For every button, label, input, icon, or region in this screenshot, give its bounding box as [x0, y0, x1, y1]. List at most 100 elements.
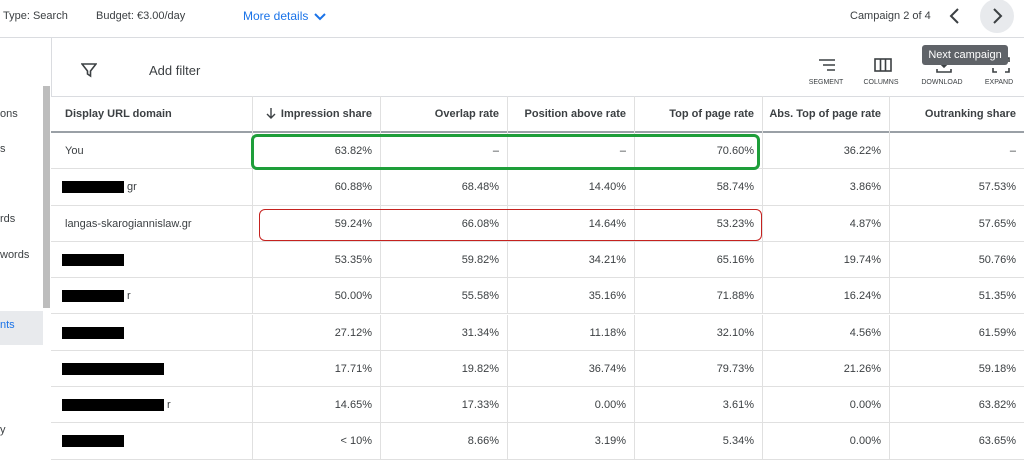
metric-cell: 60.88% — [252, 169, 380, 206]
next-campaign[interactable] — [979, 0, 1015, 34]
toolbar-button[interactable]: SEGMENT — [808, 79, 844, 86]
tooltip: Next campaign — [922, 45, 1008, 65]
metric-cell: – — [889, 133, 1024, 170]
metric-cell: 50.76% — [889, 241, 1024, 279]
table-row — [51, 169, 1024, 206]
column-header[interactable]: Display URL domain — [65, 108, 172, 120]
sidebar-active — [0, 311, 43, 345]
sidebar-item[interactable]: nts — [0, 319, 15, 331]
column-header[interactable]: Top of page rate — [634, 96, 762, 133]
metric-cell: 0.00% — [762, 423, 889, 460]
metric-cell: 0.00% — [507, 387, 634, 424]
metric-cell: 14.65% — [252, 387, 380, 424]
metric-cell: 61.59% — [889, 314, 1024, 351]
metric-cell: 11.18% — [507, 314, 634, 351]
metric-cell: – — [380, 133, 507, 170]
metric-cell: 19.74% — [762, 241, 889, 279]
domain-cell: r — [127, 290, 131, 303]
redaction — [62, 399, 164, 412]
toolbar-button[interactable]: COLUMNS — [863, 79, 899, 86]
column-header[interactable]: Overlap rate — [380, 96, 507, 133]
metric-cell: 71.88% — [634, 278, 762, 315]
table-row — [51, 278, 1024, 315]
metric-cell: 58.74% — [634, 169, 762, 206]
column-header[interactable]: Impression share — [252, 96, 380, 133]
metric-cell: 34.21% — [507, 241, 634, 279]
metric-cell: 3.19% — [507, 423, 634, 460]
metric-cell: 57.65% — [889, 205, 1024, 242]
table-header — [51, 96, 1024, 133]
metric-cell: 66.08% — [380, 205, 507, 242]
more-details[interactable]: More details — [243, 9, 309, 23]
domain-cell: You — [65, 145, 84, 157]
sidebar-item[interactable]: ons — [0, 108, 18, 120]
table-row — [51, 242, 1024, 279]
metric-cell: 79.73% — [634, 350, 762, 388]
budget: Budget: €3.00/day — [96, 10, 186, 22]
metric-cell: 50.00% — [252, 278, 380, 315]
sidebar-item[interactable]: y — [0, 424, 6, 436]
metric-cell: 59.82% — [380, 241, 507, 279]
redaction — [62, 253, 124, 266]
metric-cell: 14.64% — [507, 205, 634, 242]
metric-cell: 27.12% — [252, 314, 380, 351]
metric-cell: – — [507, 133, 634, 170]
metric-cell: 3.61% — [634, 387, 762, 424]
metric-cell: 17.33% — [380, 387, 507, 424]
domain-cell: langas-skarogiannislaw.gr — [65, 217, 192, 230]
domain-cell: gr — [127, 181, 137, 194]
prev-campaign[interactable] — [945, 6, 965, 26]
table-row — [51, 351, 1024, 388]
metric-cell: 53.23% — [634, 205, 762, 242]
redaction — [62, 326, 124, 339]
metric-cell: 51.35% — [889, 278, 1024, 315]
metric-cell: 5.34% — [634, 423, 762, 460]
metric-cell: 32.10% — [634, 314, 762, 351]
add-filter[interactable]: Add filter — [149, 63, 201, 78]
metric-cell: 4.56% — [762, 314, 889, 351]
metric-cell: 17.71% — [252, 350, 380, 388]
segment-icon[interactable] — [818, 57, 836, 73]
metric-cell: 65.16% — [634, 241, 762, 279]
sidebar-item[interactable]: s — [0, 143, 6, 155]
domain-cell: r — [167, 399, 171, 412]
table-row — [51, 315, 1024, 351]
metric-cell: 55.58% — [380, 278, 507, 315]
column-header[interactable]: Position above rate — [507, 96, 634, 133]
sidebar-item[interactable]: rds — [0, 213, 16, 225]
campaign-type: Type: Search — [3, 10, 68, 22]
metric-cell: 4.87% — [762, 205, 889, 242]
metric-cell: 36.74% — [507, 350, 634, 388]
metric-cell: 0.00% — [762, 387, 889, 424]
sort-arrow — [266, 108, 276, 119]
metric-cell: 59.18% — [889, 350, 1024, 388]
toolbar-button[interactable]: EXPAND — [984, 79, 1014, 86]
metric-cell: 53.35% — [252, 241, 380, 279]
column-header[interactable]: Abs. Top of page rate — [762, 96, 889, 133]
metric-cell: 35.16% — [507, 278, 634, 315]
filter-icon[interactable] — [81, 62, 97, 78]
metric-cell: 63.65% — [889, 423, 1024, 460]
redaction — [62, 362, 164, 375]
metric-cell: 21.26% — [762, 350, 889, 388]
metric-cell: 3.86% — [762, 169, 889, 206]
metric-cell: 36.22% — [762, 133, 889, 170]
sidebar-item[interactable]: words — [0, 249, 30, 261]
metric-cell: 63.82% — [889, 387, 1024, 424]
metric-cell: 57.53% — [889, 169, 1024, 206]
redaction — [62, 181, 124, 194]
highlight-green — [251, 134, 760, 170]
sidebar — [0, 38, 43, 447]
table-row — [51, 387, 1024, 424]
columns-icon[interactable] — [874, 57, 892, 73]
metric-cell: 19.82% — [380, 350, 507, 388]
column-header[interactable]: Outranking share — [889, 96, 1024, 133]
table-row — [51, 206, 1024, 242]
metric-cell: 16.24% — [762, 278, 889, 315]
metric-cell: 8.66% — [380, 423, 507, 460]
metric-cell: 70.60% — [634, 133, 762, 170]
toolbar-button[interactable]: DOWNLOAD — [921, 79, 963, 86]
chevron-down[interactable] — [312, 9, 328, 25]
redaction — [62, 435, 124, 448]
